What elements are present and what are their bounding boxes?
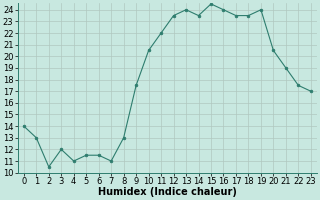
X-axis label: Humidex (Indice chaleur): Humidex (Indice chaleur) [98, 187, 237, 197]
